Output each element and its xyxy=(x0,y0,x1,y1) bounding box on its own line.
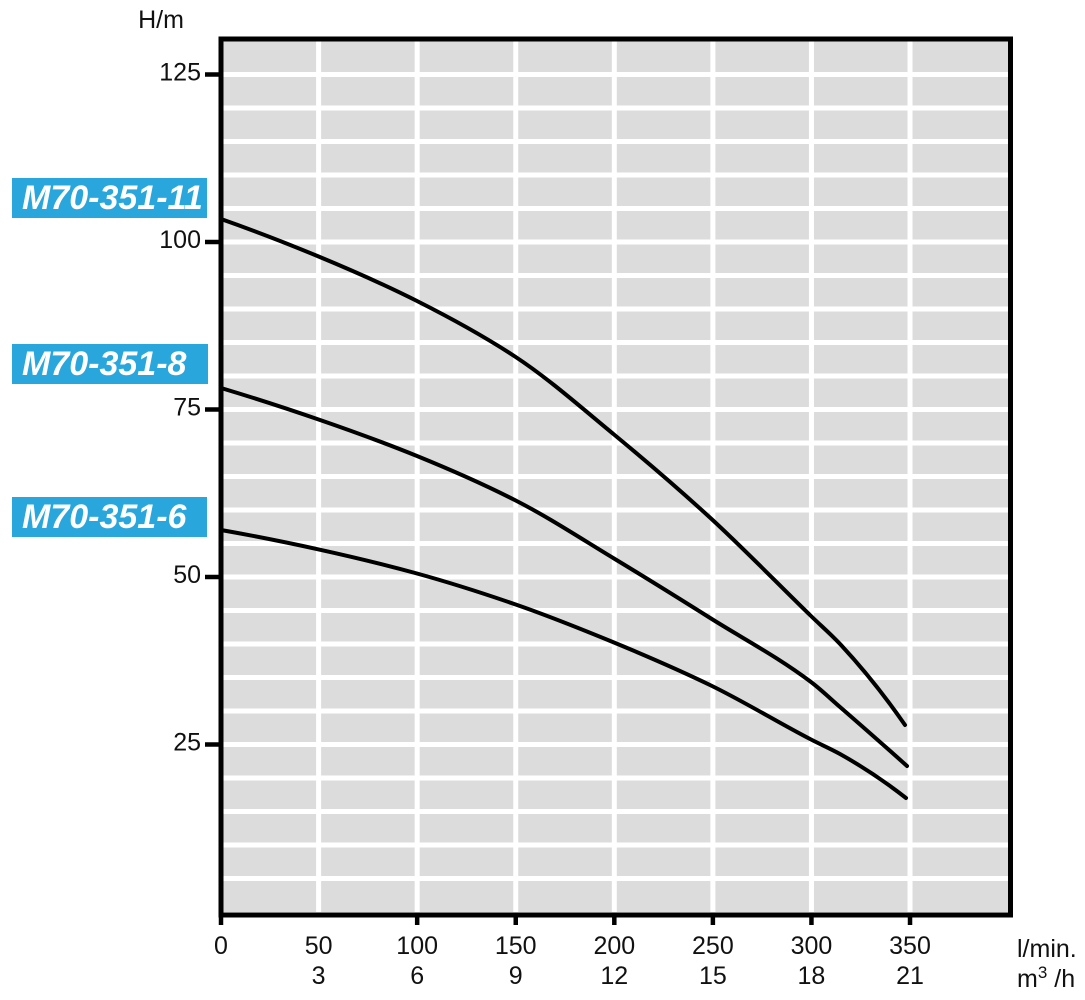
svg-text:50: 50 xyxy=(173,561,201,589)
svg-text:100: 100 xyxy=(396,932,438,960)
svg-text:l/min.: l/min. xyxy=(1017,935,1077,963)
svg-text:250: 250 xyxy=(692,932,734,960)
svg-text:6: 6 xyxy=(410,962,424,990)
svg-text:21: 21 xyxy=(896,962,924,990)
svg-text:3: 3 xyxy=(312,962,326,990)
svg-text:25: 25 xyxy=(173,728,201,756)
svg-text:18: 18 xyxy=(798,962,826,990)
svg-text:200: 200 xyxy=(593,932,635,960)
svg-text:15: 15 xyxy=(699,962,727,990)
svg-text:125: 125 xyxy=(159,58,201,86)
svg-text:300: 300 xyxy=(791,932,833,960)
svg-text:150: 150 xyxy=(495,932,537,960)
svg-text:0: 0 xyxy=(214,932,228,960)
svg-text:75: 75 xyxy=(173,393,201,421)
svg-text:100: 100 xyxy=(159,226,201,254)
svg-text:9: 9 xyxy=(509,962,523,990)
svg-text:H/m: H/m xyxy=(138,6,184,34)
svg-text:m3 /h: m3 /h xyxy=(1017,963,1075,993)
svg-text:50: 50 xyxy=(305,932,333,960)
svg-text:350: 350 xyxy=(889,932,931,960)
svg-text:12: 12 xyxy=(600,962,628,990)
